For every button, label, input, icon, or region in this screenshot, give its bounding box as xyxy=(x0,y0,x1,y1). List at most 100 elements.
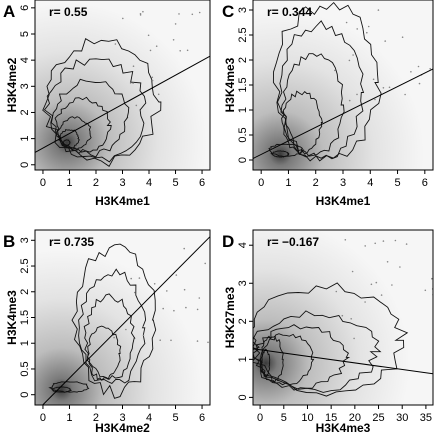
x-tick-label: 3 xyxy=(340,177,346,189)
x-tick-label: 3 xyxy=(119,412,125,424)
outlier-point xyxy=(139,13,142,15)
x-tick-label: 20 xyxy=(349,412,361,424)
outlier-point xyxy=(399,266,401,268)
outlier-point xyxy=(174,23,177,25)
x-tick-label: 3 xyxy=(119,177,125,189)
density-contour xyxy=(78,268,147,384)
outlier-point xyxy=(335,290,338,293)
panel-letter: B xyxy=(3,232,15,251)
outlier-point xyxy=(429,67,432,70)
density-contour xyxy=(272,1,382,162)
x-tick-label: 2 xyxy=(93,412,99,424)
x-tick-label: 0 xyxy=(40,177,46,189)
x-axis-label: H3K4me3 xyxy=(316,421,371,435)
outlier-point xyxy=(351,270,354,273)
outlier-point xyxy=(375,281,378,284)
outlier-point xyxy=(356,28,359,30)
x-tick-label: 0 xyxy=(258,177,264,189)
x-tick-label: 15 xyxy=(325,412,337,424)
y-tick-label: 0 xyxy=(237,394,249,400)
density-contour xyxy=(43,58,147,163)
outlier-point xyxy=(155,45,158,47)
outlier-point xyxy=(364,301,366,303)
outlier-point xyxy=(356,93,358,96)
x-tick-label: 0 xyxy=(257,412,263,424)
x-axis-label: H3K4me2 xyxy=(95,421,150,435)
outlier-point xyxy=(147,34,150,37)
density-contour xyxy=(71,243,157,399)
correlation-annotation: r= 0.344 xyxy=(267,5,312,19)
outlier-point xyxy=(173,309,175,312)
x-tick-label: 1 xyxy=(285,177,291,189)
outlier-point xyxy=(374,242,377,245)
x-tick-label: 5 xyxy=(281,412,287,424)
density-contour xyxy=(57,116,92,152)
x-tick-label: 0 xyxy=(40,412,46,424)
density-background xyxy=(35,230,210,405)
outlier-point xyxy=(334,69,336,72)
density-contour xyxy=(83,293,136,380)
outlier-point xyxy=(125,328,127,331)
y-tick-label: 2.5 xyxy=(237,27,249,42)
y-tick-label: 0 xyxy=(237,157,249,163)
outlier-point xyxy=(198,297,201,299)
y-axis-label: H3K4me3 xyxy=(223,57,237,112)
density-contour xyxy=(281,90,323,155)
y-tick-label: 3 xyxy=(19,83,31,89)
outlier-point xyxy=(183,288,186,291)
outlier-point xyxy=(367,25,370,28)
x-tick-label: 5 xyxy=(394,177,400,189)
outlier-point xyxy=(133,291,136,294)
x-tick-label: 2 xyxy=(313,177,319,189)
x-axis-label: H3K4me1 xyxy=(95,194,150,208)
y-axis-label: H3K27me3 xyxy=(223,286,237,348)
outlier-point xyxy=(129,82,132,84)
outlier-point xyxy=(394,239,397,242)
regression-line xyxy=(253,68,433,159)
outlier-point xyxy=(196,308,199,311)
y-tick-label: 2.5 xyxy=(19,258,31,273)
outlier-point xyxy=(132,82,134,84)
y-tick-label: 2 xyxy=(19,289,31,295)
outlier-point xyxy=(130,277,132,280)
density-contour xyxy=(48,381,90,393)
outlier-point xyxy=(345,21,348,24)
outlier-point xyxy=(410,71,412,73)
outlier-point xyxy=(142,334,145,337)
y-tick-label: 4 xyxy=(19,57,31,63)
density-contour xyxy=(270,150,290,158)
outlier-point xyxy=(132,65,135,67)
y-tick-label: 1 xyxy=(19,136,31,142)
outlier-point xyxy=(364,245,367,247)
outlier-point xyxy=(149,49,152,52)
y-tick-label: 0 xyxy=(19,162,31,168)
outlier-point xyxy=(377,9,380,11)
density-contour xyxy=(277,20,365,162)
outlier-point xyxy=(350,318,353,320)
outlier-point xyxy=(178,13,180,15)
density-contour xyxy=(253,282,409,397)
density-contour xyxy=(268,143,305,157)
x-tick-label: 4 xyxy=(367,177,373,189)
outlier-point xyxy=(348,59,351,62)
outlier-point xyxy=(382,240,385,242)
density-contour xyxy=(62,139,71,146)
x-tick-label: 25 xyxy=(372,412,384,424)
x-tick-label: 6 xyxy=(199,412,205,424)
y-tick-label: 5 xyxy=(19,31,31,37)
outlier-point xyxy=(366,31,368,34)
outlier-point xyxy=(204,262,206,265)
correlation-annotation: r= −0.167 xyxy=(267,235,319,249)
outlier-point xyxy=(384,40,387,42)
outlier-point xyxy=(344,239,347,241)
outlier-point xyxy=(191,13,194,16)
y-tick-label: 3 xyxy=(237,280,249,286)
panel-d: 0 5 10 15 20 25 30 35 0 1 2 3 4 H3K4me3 H3K27me3 D r= −0… xyxy=(222,229,434,435)
panel-c-plot-area xyxy=(253,0,433,170)
outlier-point xyxy=(424,289,427,292)
x-axis-label: H3K4me1 xyxy=(316,194,371,208)
panel-letter: C xyxy=(222,2,234,21)
outlier-point xyxy=(431,277,433,280)
correlation-annotation: r= 0.55 xyxy=(49,5,88,19)
